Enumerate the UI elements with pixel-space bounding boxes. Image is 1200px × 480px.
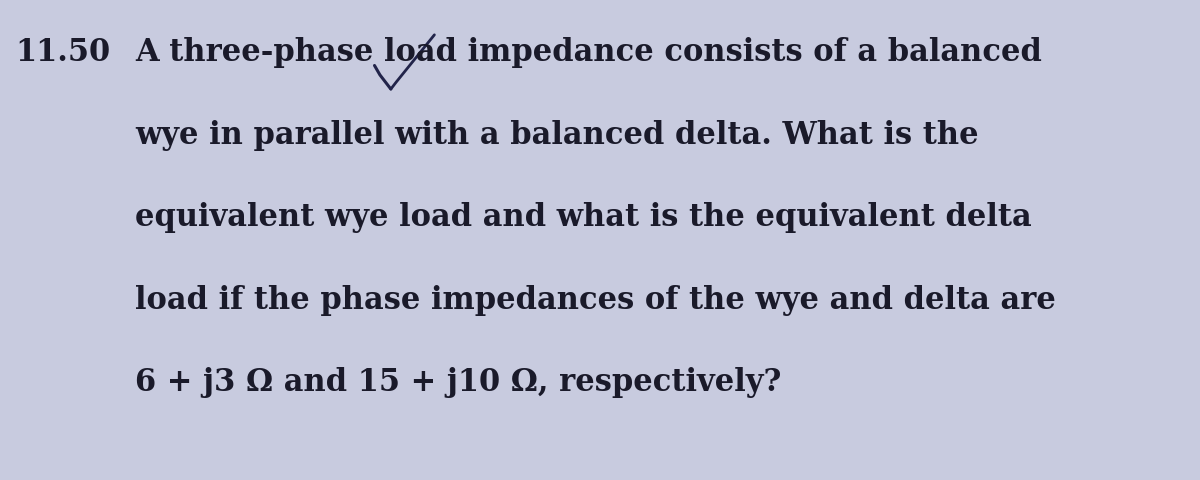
- Text: 11.50: 11.50: [16, 37, 110, 68]
- Text: 6 + j3 Ω and 15 + j10 Ω, respectively?: 6 + j3 Ω and 15 + j10 Ω, respectively?: [134, 367, 781, 398]
- Text: wye in parallel with a balanced delta. What is the: wye in parallel with a balanced delta. W…: [134, 120, 978, 151]
- Text: equivalent wye load and what is the equivalent delta: equivalent wye load and what is the equi…: [134, 202, 1032, 233]
- Text: load if the phase impedances of the wye and delta are: load if the phase impedances of the wye …: [134, 285, 1056, 316]
- Text: A three-phase load impedance consists of a balanced: A three-phase load impedance consists of…: [134, 37, 1042, 68]
